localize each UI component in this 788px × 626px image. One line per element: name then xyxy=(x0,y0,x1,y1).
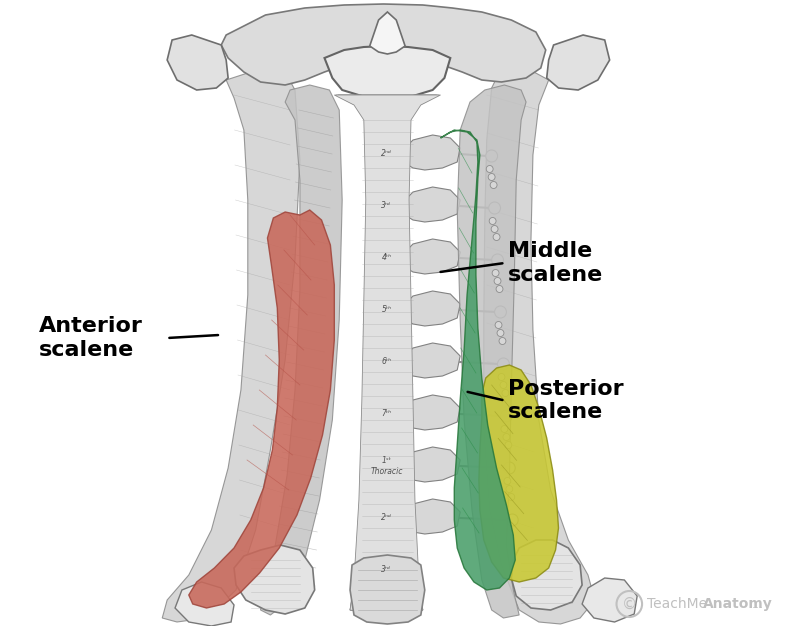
Text: 2ⁿᵈ: 2ⁿᵈ xyxy=(381,150,392,158)
Circle shape xyxy=(491,225,498,232)
Text: 5ᵗʰ: 5ᵗʰ xyxy=(381,305,392,314)
Text: ...: ... xyxy=(751,597,764,610)
Polygon shape xyxy=(547,35,610,90)
Circle shape xyxy=(490,182,497,188)
Circle shape xyxy=(492,270,499,277)
Polygon shape xyxy=(403,187,460,222)
Circle shape xyxy=(497,329,504,337)
Polygon shape xyxy=(582,578,637,622)
Circle shape xyxy=(495,306,507,318)
Circle shape xyxy=(505,441,511,448)
Circle shape xyxy=(495,322,502,329)
Text: 4ᵗʰ: 4ᵗʰ xyxy=(381,254,392,262)
Polygon shape xyxy=(440,130,515,590)
Polygon shape xyxy=(403,239,460,274)
Polygon shape xyxy=(403,499,460,534)
Polygon shape xyxy=(261,85,342,615)
Polygon shape xyxy=(370,12,405,54)
Circle shape xyxy=(504,478,511,485)
Circle shape xyxy=(499,337,506,344)
Text: 7ᵗʰ: 7ᵗʰ xyxy=(381,409,392,419)
Circle shape xyxy=(489,217,496,225)
Text: Posterior
scalene: Posterior scalene xyxy=(507,379,623,423)
Text: Middle
scalene: Middle scalene xyxy=(507,241,603,285)
Polygon shape xyxy=(479,365,559,582)
Text: 2ⁿᵈ: 2ⁿᵈ xyxy=(381,513,392,523)
Circle shape xyxy=(497,358,509,370)
Polygon shape xyxy=(338,95,437,616)
Text: 3ʳᵈ: 3ʳᵈ xyxy=(381,565,392,575)
Polygon shape xyxy=(189,210,334,608)
Circle shape xyxy=(507,493,515,501)
Polygon shape xyxy=(511,540,582,610)
Polygon shape xyxy=(457,85,526,618)
Circle shape xyxy=(494,277,501,284)
Polygon shape xyxy=(403,447,460,482)
Circle shape xyxy=(489,173,495,180)
Text: 1ˢᵗ
Thoracic: 1ˢᵗ Thoracic xyxy=(370,456,403,476)
Circle shape xyxy=(503,433,510,441)
Text: Anterior
scalene: Anterior scalene xyxy=(39,316,143,360)
Circle shape xyxy=(504,462,515,474)
Circle shape xyxy=(493,233,500,240)
Polygon shape xyxy=(325,46,451,98)
Polygon shape xyxy=(403,395,460,430)
Polygon shape xyxy=(162,68,300,622)
Text: 3ʳᵈ: 3ʳᵈ xyxy=(381,202,392,210)
Polygon shape xyxy=(484,68,595,624)
Polygon shape xyxy=(167,35,228,90)
Circle shape xyxy=(500,410,512,422)
Polygon shape xyxy=(403,135,460,170)
Circle shape xyxy=(507,514,519,526)
Text: Anatomy: Anatomy xyxy=(703,597,773,611)
Polygon shape xyxy=(221,4,546,85)
Polygon shape xyxy=(403,291,460,326)
Polygon shape xyxy=(350,555,425,624)
Circle shape xyxy=(500,381,507,389)
Circle shape xyxy=(506,486,513,493)
Polygon shape xyxy=(336,95,439,616)
Polygon shape xyxy=(175,582,234,626)
Circle shape xyxy=(496,285,503,292)
Circle shape xyxy=(486,165,493,173)
Text: 6ᵗʰ: 6ᵗʰ xyxy=(381,357,392,366)
Circle shape xyxy=(498,374,505,381)
Text: TeachMe: TeachMe xyxy=(647,597,707,611)
Circle shape xyxy=(485,150,497,162)
Polygon shape xyxy=(234,545,314,614)
Circle shape xyxy=(489,202,500,214)
Circle shape xyxy=(501,426,507,433)
Circle shape xyxy=(502,389,509,396)
Circle shape xyxy=(492,254,504,266)
Polygon shape xyxy=(334,95,440,616)
Text: ©: © xyxy=(622,597,637,612)
Polygon shape xyxy=(403,343,460,378)
